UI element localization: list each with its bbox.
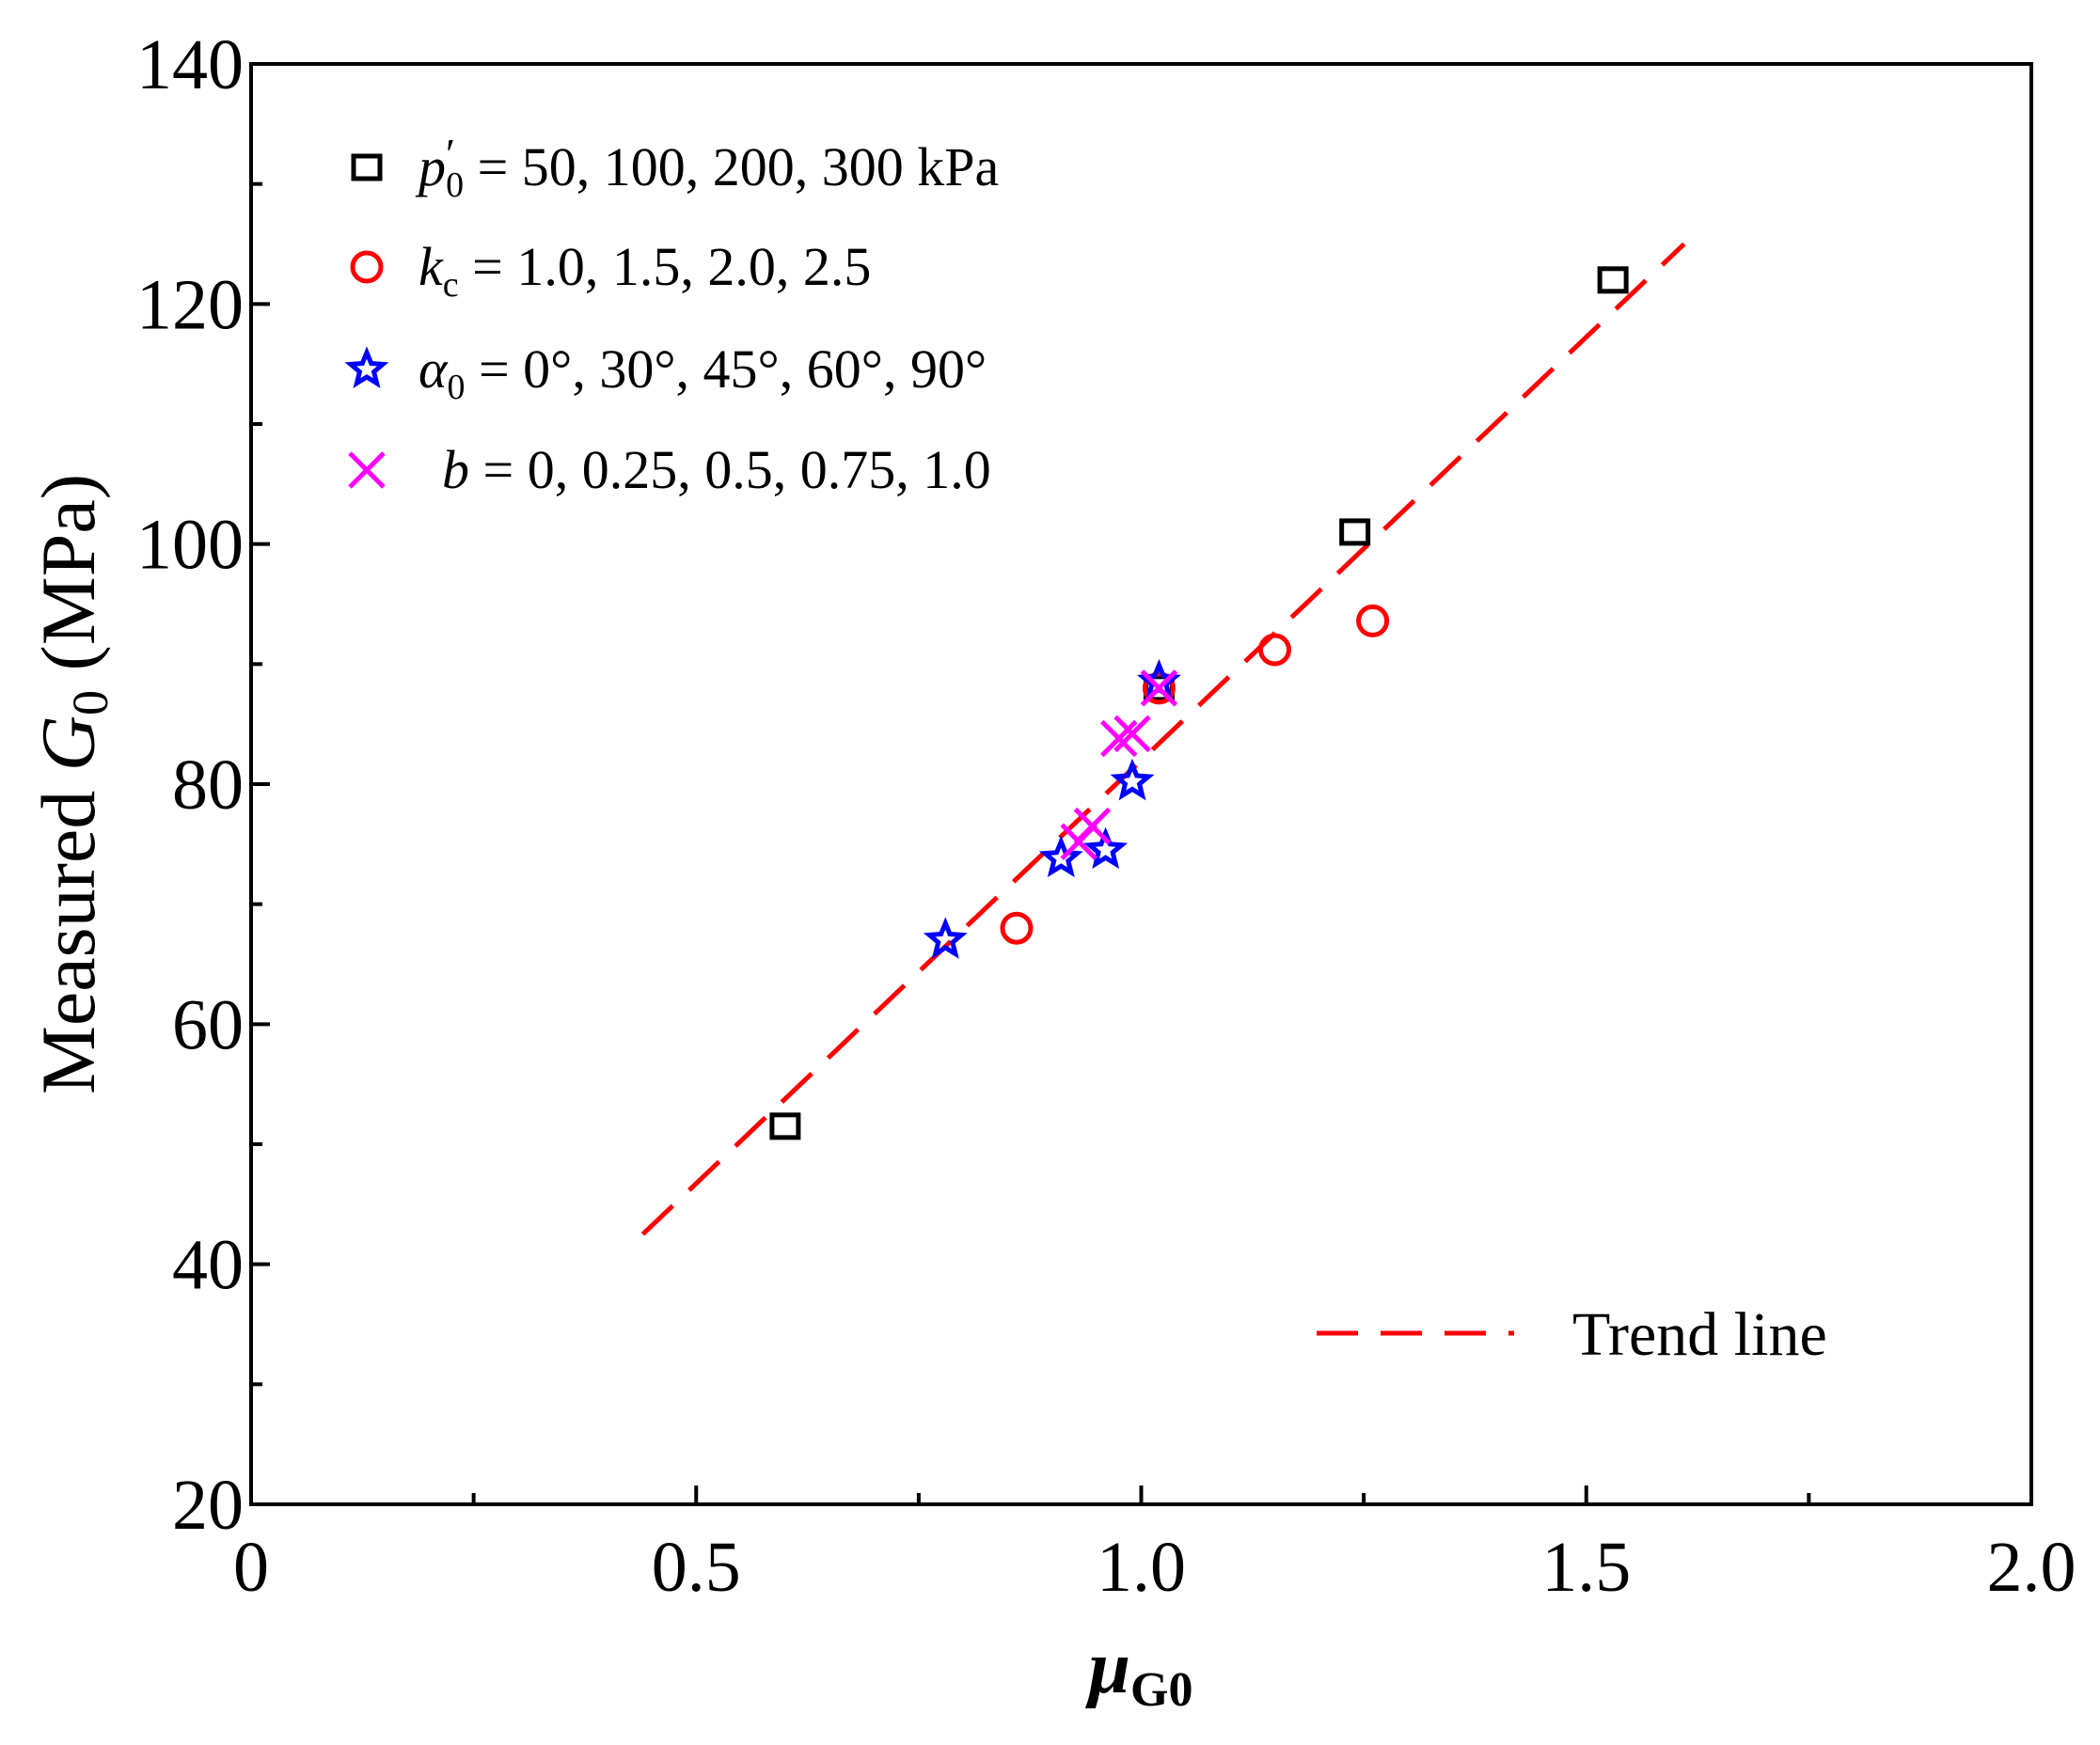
- x-tick-label: 2.0: [1987, 1528, 2076, 1607]
- x-marker-stroke: [1140, 669, 1178, 707]
- x-tick-label: 1.5: [1541, 1528, 1631, 1607]
- point-star: [1038, 835, 1083, 878]
- axes: 0 0.5 1.0 1.5 2.0 20 40 60 80 100 120 140: [136, 25, 2076, 1607]
- series-x: [1060, 669, 1178, 861]
- point-x: [1100, 719, 1138, 758]
- legend-marker-star: [344, 346, 389, 388]
- legend: p′ 0 = 50, 100, 200, 300 kPa kc = 1.0, 1.5…: [344, 130, 1827, 1369]
- point-circle: [1257, 633, 1291, 667]
- axis-titles: μG0 Measured G0 (MPa): [25, 474, 1192, 1717]
- point-circle: [1142, 671, 1176, 705]
- x-tick-label: 0: [233, 1528, 269, 1607]
- point-star: [923, 917, 968, 959]
- legend-marker-x: [348, 451, 386, 489]
- point-square: [1597, 266, 1629, 294]
- data-points: [769, 266, 1629, 1140]
- legend-label: kc = 1.0, 1.5, 2.0, 2.5: [418, 236, 871, 305]
- legend-label: b = 0, 0.25, 0.5, 0.75, 1.0: [442, 439, 991, 500]
- legend-label: α0 = 0°, 30°, 45°, 60°, 90°: [418, 338, 987, 407]
- point-x: [1073, 807, 1112, 845]
- point-circle: [1356, 604, 1390, 637]
- x-tick-label: 0.5: [652, 1528, 741, 1607]
- legend-marker-circle: [350, 250, 384, 284]
- y-axis-title: Measured G0 (MPa): [25, 474, 118, 1094]
- trend-line: [640, 242, 1686, 1236]
- legend-marker-square: [351, 153, 383, 181]
- x-marker-stroke: [1073, 807, 1112, 845]
- legend-trend-label: Trend line: [1572, 1300, 1827, 1369]
- point-circle: [1000, 911, 1034, 945]
- y-tick-label: 120: [136, 265, 244, 344]
- y-tick-label: 80: [172, 746, 244, 825]
- x-marker-stroke: [1113, 715, 1151, 753]
- series-circle: [1000, 604, 1390, 945]
- trend-line-group: [640, 242, 1686, 1236]
- series-star: [923, 658, 1181, 959]
- y-tick-label: 40: [172, 1226, 244, 1305]
- point-x: [1113, 715, 1151, 753]
- x-marker-stroke: [1100, 719, 1138, 758]
- point-star: [1110, 758, 1155, 801]
- x-tick-label: 1.0: [1097, 1528, 1186, 1607]
- x-axis-title: μG0: [1085, 1627, 1193, 1717]
- x-marker-stroke: [348, 451, 386, 489]
- point-x: [1140, 669, 1178, 707]
- legend-label: p′ 0 = 50, 100, 200, 300 kPa: [415, 130, 999, 205]
- y-tick-label: 140: [136, 25, 244, 104]
- point-star: [1083, 826, 1129, 870]
- y-tick-label: 60: [172, 985, 244, 1064]
- y-tick-label: 100: [136, 506, 244, 585]
- y-tick-label: 20: [172, 1466, 244, 1545]
- point-square: [1339, 518, 1371, 546]
- point-square: [769, 1112, 801, 1140]
